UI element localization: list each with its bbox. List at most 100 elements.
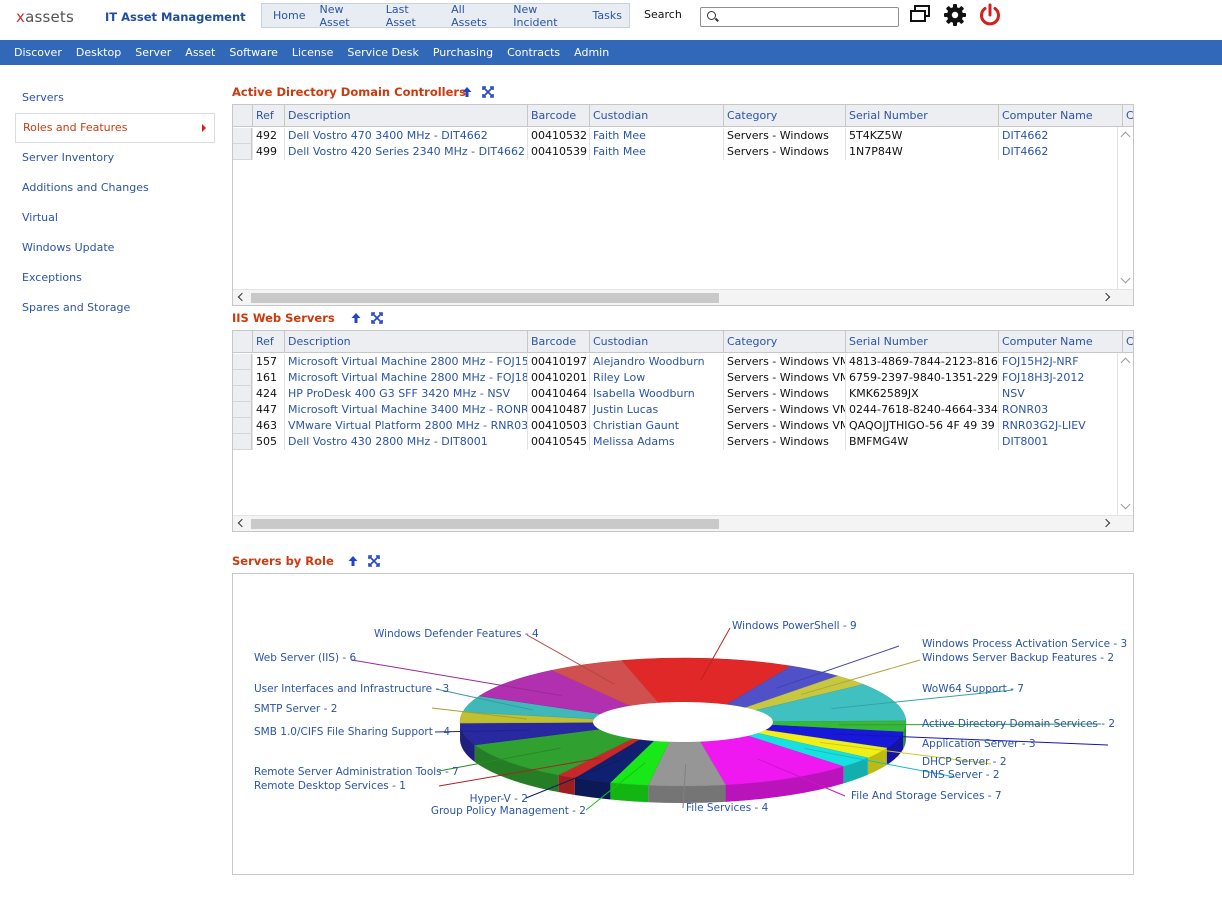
row-selector[interactable] bbox=[233, 434, 252, 450]
row-selector[interactable] bbox=[233, 418, 252, 434]
header-col-computer-name[interactable]: Computer Name bbox=[998, 105, 1122, 127]
horizontal-scrollbar[interactable] bbox=[233, 289, 1133, 305]
cell-custodian[interactable]: Faith Mee bbox=[589, 144, 723, 160]
scroll-up-icon[interactable] bbox=[1120, 357, 1131, 368]
table-row[interactable]: 447 Microsoft Virtual Machine 3400 MHz - … bbox=[233, 402, 1118, 418]
sidebar-item-windows-update[interactable]: Windows Update bbox=[22, 241, 115, 254]
header-col-barcode[interactable]: Barcode bbox=[527, 331, 589, 353]
row-selector[interactable] bbox=[233, 144, 252, 160]
cell-custodian[interactable]: Faith Mee bbox=[589, 128, 723, 144]
row-selector[interactable] bbox=[233, 354, 252, 370]
row-selector[interactable] bbox=[233, 128, 252, 144]
row-selector[interactable] bbox=[233, 370, 252, 386]
row-selector[interactable] bbox=[233, 402, 252, 418]
quicknav-last-asset[interactable]: Last Asset bbox=[385, 2, 416, 29]
header-col-category[interactable]: Category bbox=[723, 105, 845, 127]
vertical-scrollbar[interactable] bbox=[1117, 353, 1133, 516]
sidebar-item-spares-and-storage[interactable]: Spares and Storage bbox=[22, 301, 131, 314]
quicknav-tasks[interactable]: Tasks bbox=[592, 9, 622, 22]
header-col-more[interactable]: C bbox=[1122, 105, 1133, 127]
menu-purchasing[interactable]: Purchasing bbox=[432, 46, 494, 59]
maximize-icon[interactable] bbox=[368, 555, 380, 567]
cell-description[interactable]: VMware Virtual Platform 2800 MHz - RNR03… bbox=[284, 418, 527, 434]
cell-description[interactable]: Microsoft Virtual Machine 3400 MHz - RON… bbox=[284, 402, 527, 418]
cell-computer-name[interactable]: DIT8001 bbox=[998, 434, 1122, 450]
maximize-icon[interactable] bbox=[371, 312, 383, 324]
menu-contracts[interactable]: Contracts bbox=[507, 46, 561, 59]
header-col-ref[interactable]: Ref bbox=[252, 105, 284, 127]
cell-description[interactable]: Dell Vostro 470 3400 MHz - DIT4662 bbox=[284, 128, 527, 144]
cell-computer-name[interactable]: RONR03 bbox=[998, 402, 1122, 418]
cell-custodian[interactable]: Christian Gaunt bbox=[589, 418, 723, 434]
cell-custodian[interactable]: Melissa Adams bbox=[589, 434, 723, 450]
menu-license[interactable]: License bbox=[291, 46, 334, 59]
cell-description[interactable]: HP ProDesk 400 G3 SFF 3420 MHz - NSV bbox=[284, 386, 527, 402]
menu-admin[interactable]: Admin bbox=[574, 46, 610, 59]
table-row[interactable]: 492 Dell Vostro 470 3400 MHz - DIT4662 004… bbox=[233, 128, 1118, 144]
cell-custodian[interactable]: Alejandro Woodburn bbox=[589, 354, 723, 370]
cell-computer-name[interactable]: FOJ15H2J-NRF bbox=[998, 354, 1122, 370]
menu-software[interactable]: Software bbox=[229, 46, 278, 59]
scrollbar-thumb[interactable] bbox=[251, 293, 719, 303]
cell-description[interactable]: Dell Vostro 430 2800 MHz - DIT8001 bbox=[284, 434, 527, 450]
cell-description[interactable]: Microsoft Virtual Machine 2800 MHz - FOJ… bbox=[284, 354, 527, 370]
move-up-icon[interactable] bbox=[347, 555, 359, 567]
cell-custodian[interactable]: Isabella Woodburn bbox=[589, 386, 723, 402]
cell-description[interactable]: Microsoft Virtual Machine 2800 MHz - FOJ… bbox=[284, 370, 527, 386]
cell-custodian[interactable]: Riley Low bbox=[589, 370, 723, 386]
quicknav-all-assets[interactable]: All Assets bbox=[451, 2, 487, 29]
header-col-description[interactable]: Description bbox=[284, 331, 527, 353]
row-selector[interactable] bbox=[233, 386, 252, 402]
xassets-logo[interactable]: xassets bbox=[16, 8, 75, 26]
move-up-icon[interactable] bbox=[461, 86, 473, 98]
scroll-right-icon[interactable] bbox=[1101, 292, 1111, 302]
header-col-serial-number[interactable]: Serial Number bbox=[845, 331, 998, 353]
cell-computer-name[interactable]: FOJ18H3J-2012 bbox=[998, 370, 1122, 386]
sidebar-item-roles-and-features[interactable]: Roles and Features bbox=[15, 113, 215, 143]
table-row[interactable]: 463 VMware Virtual Platform 2800 MHz - RN… bbox=[233, 418, 1118, 434]
scroll-down-icon[interactable] bbox=[1120, 499, 1131, 510]
table-row[interactable]: 161 Microsoft Virtual Machine 2800 MHz - … bbox=[233, 370, 1118, 386]
table-row[interactable]: 424 HP ProDesk 400 G3 SFF 3420 MHz - NSV 0… bbox=[233, 386, 1118, 402]
table-row[interactable]: 157 Microsoft Virtual Machine 2800 MHz - … bbox=[233, 354, 1118, 370]
windows-icon[interactable] bbox=[908, 3, 932, 27]
scroll-right-icon[interactable] bbox=[1101, 518, 1111, 528]
menu-service-desk[interactable]: Service Desk bbox=[347, 46, 419, 59]
vertical-scrollbar[interactable] bbox=[1117, 127, 1133, 290]
header-col-custodian[interactable]: Custodian bbox=[589, 105, 723, 127]
scroll-left-icon[interactable] bbox=[237, 518, 247, 528]
header-col-serial-number[interactable]: Serial Number bbox=[845, 105, 998, 127]
gear-icon[interactable] bbox=[943, 3, 967, 27]
horizontal-scrollbar[interactable] bbox=[233, 515, 1133, 531]
table-row[interactable]: 499 Dell Vostro 420 Series 2340 MHz - DIT… bbox=[233, 144, 1118, 160]
sidebar-item-additions-and-changes[interactable]: Additions and Changes bbox=[22, 181, 149, 194]
header-col-description[interactable]: Description bbox=[284, 105, 527, 127]
move-up-icon[interactable] bbox=[350, 312, 362, 324]
menu-discover[interactable]: Discover bbox=[14, 46, 62, 59]
quicknav-home[interactable]: Home bbox=[273, 9, 306, 22]
menu-desktop[interactable]: Desktop bbox=[75, 46, 122, 59]
scroll-left-icon[interactable] bbox=[237, 292, 247, 302]
cell-custodian[interactable]: Justin Lucas bbox=[589, 402, 723, 418]
quicknav-new-incident[interactable]: New Incident bbox=[513, 2, 558, 29]
sidebar-item-servers[interactable]: Servers bbox=[22, 91, 64, 104]
scroll-up-icon[interactable] bbox=[1120, 131, 1131, 142]
sidebar-item-exceptions[interactable]: Exceptions bbox=[22, 271, 82, 284]
header-col-category[interactable]: Category bbox=[723, 331, 845, 353]
cell-computer-name[interactable]: DIT4662 bbox=[998, 128, 1122, 144]
cell-computer-name[interactable]: RNR03G2J-LIEV bbox=[998, 418, 1122, 434]
cell-computer-name[interactable]: DIT4662 bbox=[998, 144, 1122, 160]
search-input[interactable] bbox=[721, 9, 895, 25]
cell-description[interactable]: Dell Vostro 420 Series 2340 MHz - DIT466… bbox=[284, 144, 527, 160]
header-col-computer-name[interactable]: Computer Name bbox=[998, 331, 1122, 353]
sidebar-item-server-inventory[interactable]: Server Inventory bbox=[22, 151, 115, 164]
menu-asset[interactable]: Asset bbox=[185, 46, 216, 59]
sidebar-item-virtual[interactable]: Virtual bbox=[22, 211, 58, 224]
menu-server[interactable]: Server bbox=[135, 46, 172, 59]
scrollbar-thumb[interactable] bbox=[251, 519, 719, 529]
cell-computer-name[interactable]: NSV bbox=[998, 386, 1122, 402]
power-icon[interactable] bbox=[978, 3, 1002, 27]
header-col-custodian[interactable]: Custodian bbox=[589, 331, 723, 353]
search-box[interactable] bbox=[700, 7, 899, 27]
header-col-more[interactable]: C bbox=[1122, 331, 1133, 353]
